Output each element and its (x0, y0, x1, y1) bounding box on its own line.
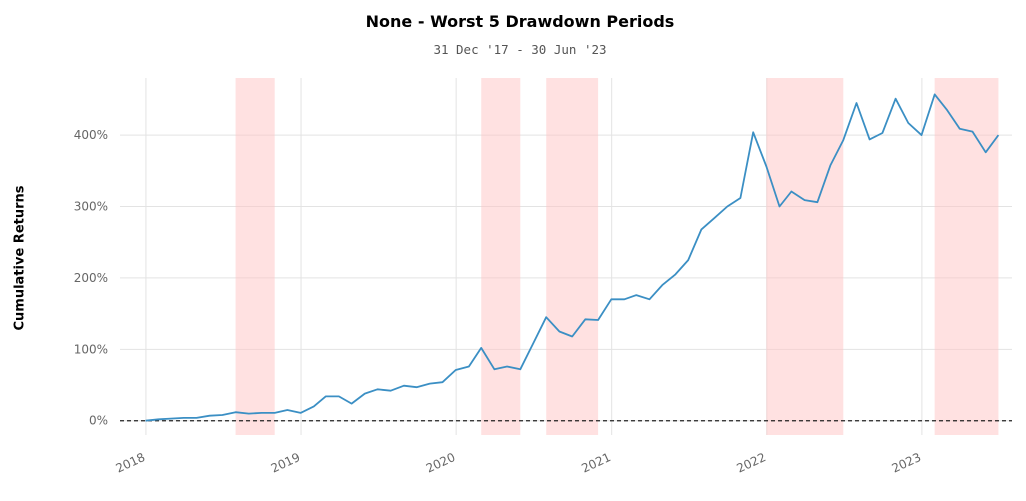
y-tick-label: 0% (89, 414, 108, 428)
y-tick-label: 100% (74, 342, 108, 356)
chart-title: None - Worst 5 Drawdown Periods (365, 12, 675, 31)
y-tick-label: 200% (74, 271, 108, 285)
x-tick-label: 2019 (269, 450, 303, 476)
x-tick-label: 2022 (734, 450, 768, 476)
drawdown-period (481, 78, 521, 435)
x-tick-label: 2021 (579, 450, 613, 476)
y-tick-label: 400% (74, 128, 108, 142)
x-tick-label: 2018 (114, 450, 148, 476)
x-tick-label: 2023 (890, 450, 924, 476)
cumulative-returns-line (145, 93, 1000, 422)
drawdown-period (766, 78, 844, 435)
x-tick-label: 2020 (424, 450, 458, 476)
drawdown-period (235, 78, 275, 435)
drawdown-period (934, 78, 999, 435)
drawdown-period (546, 78, 599, 435)
y-tick-label: 300% (74, 200, 108, 214)
chart-subtitle: 31 Dec '17 - 30 Jun '23 (433, 42, 607, 57)
